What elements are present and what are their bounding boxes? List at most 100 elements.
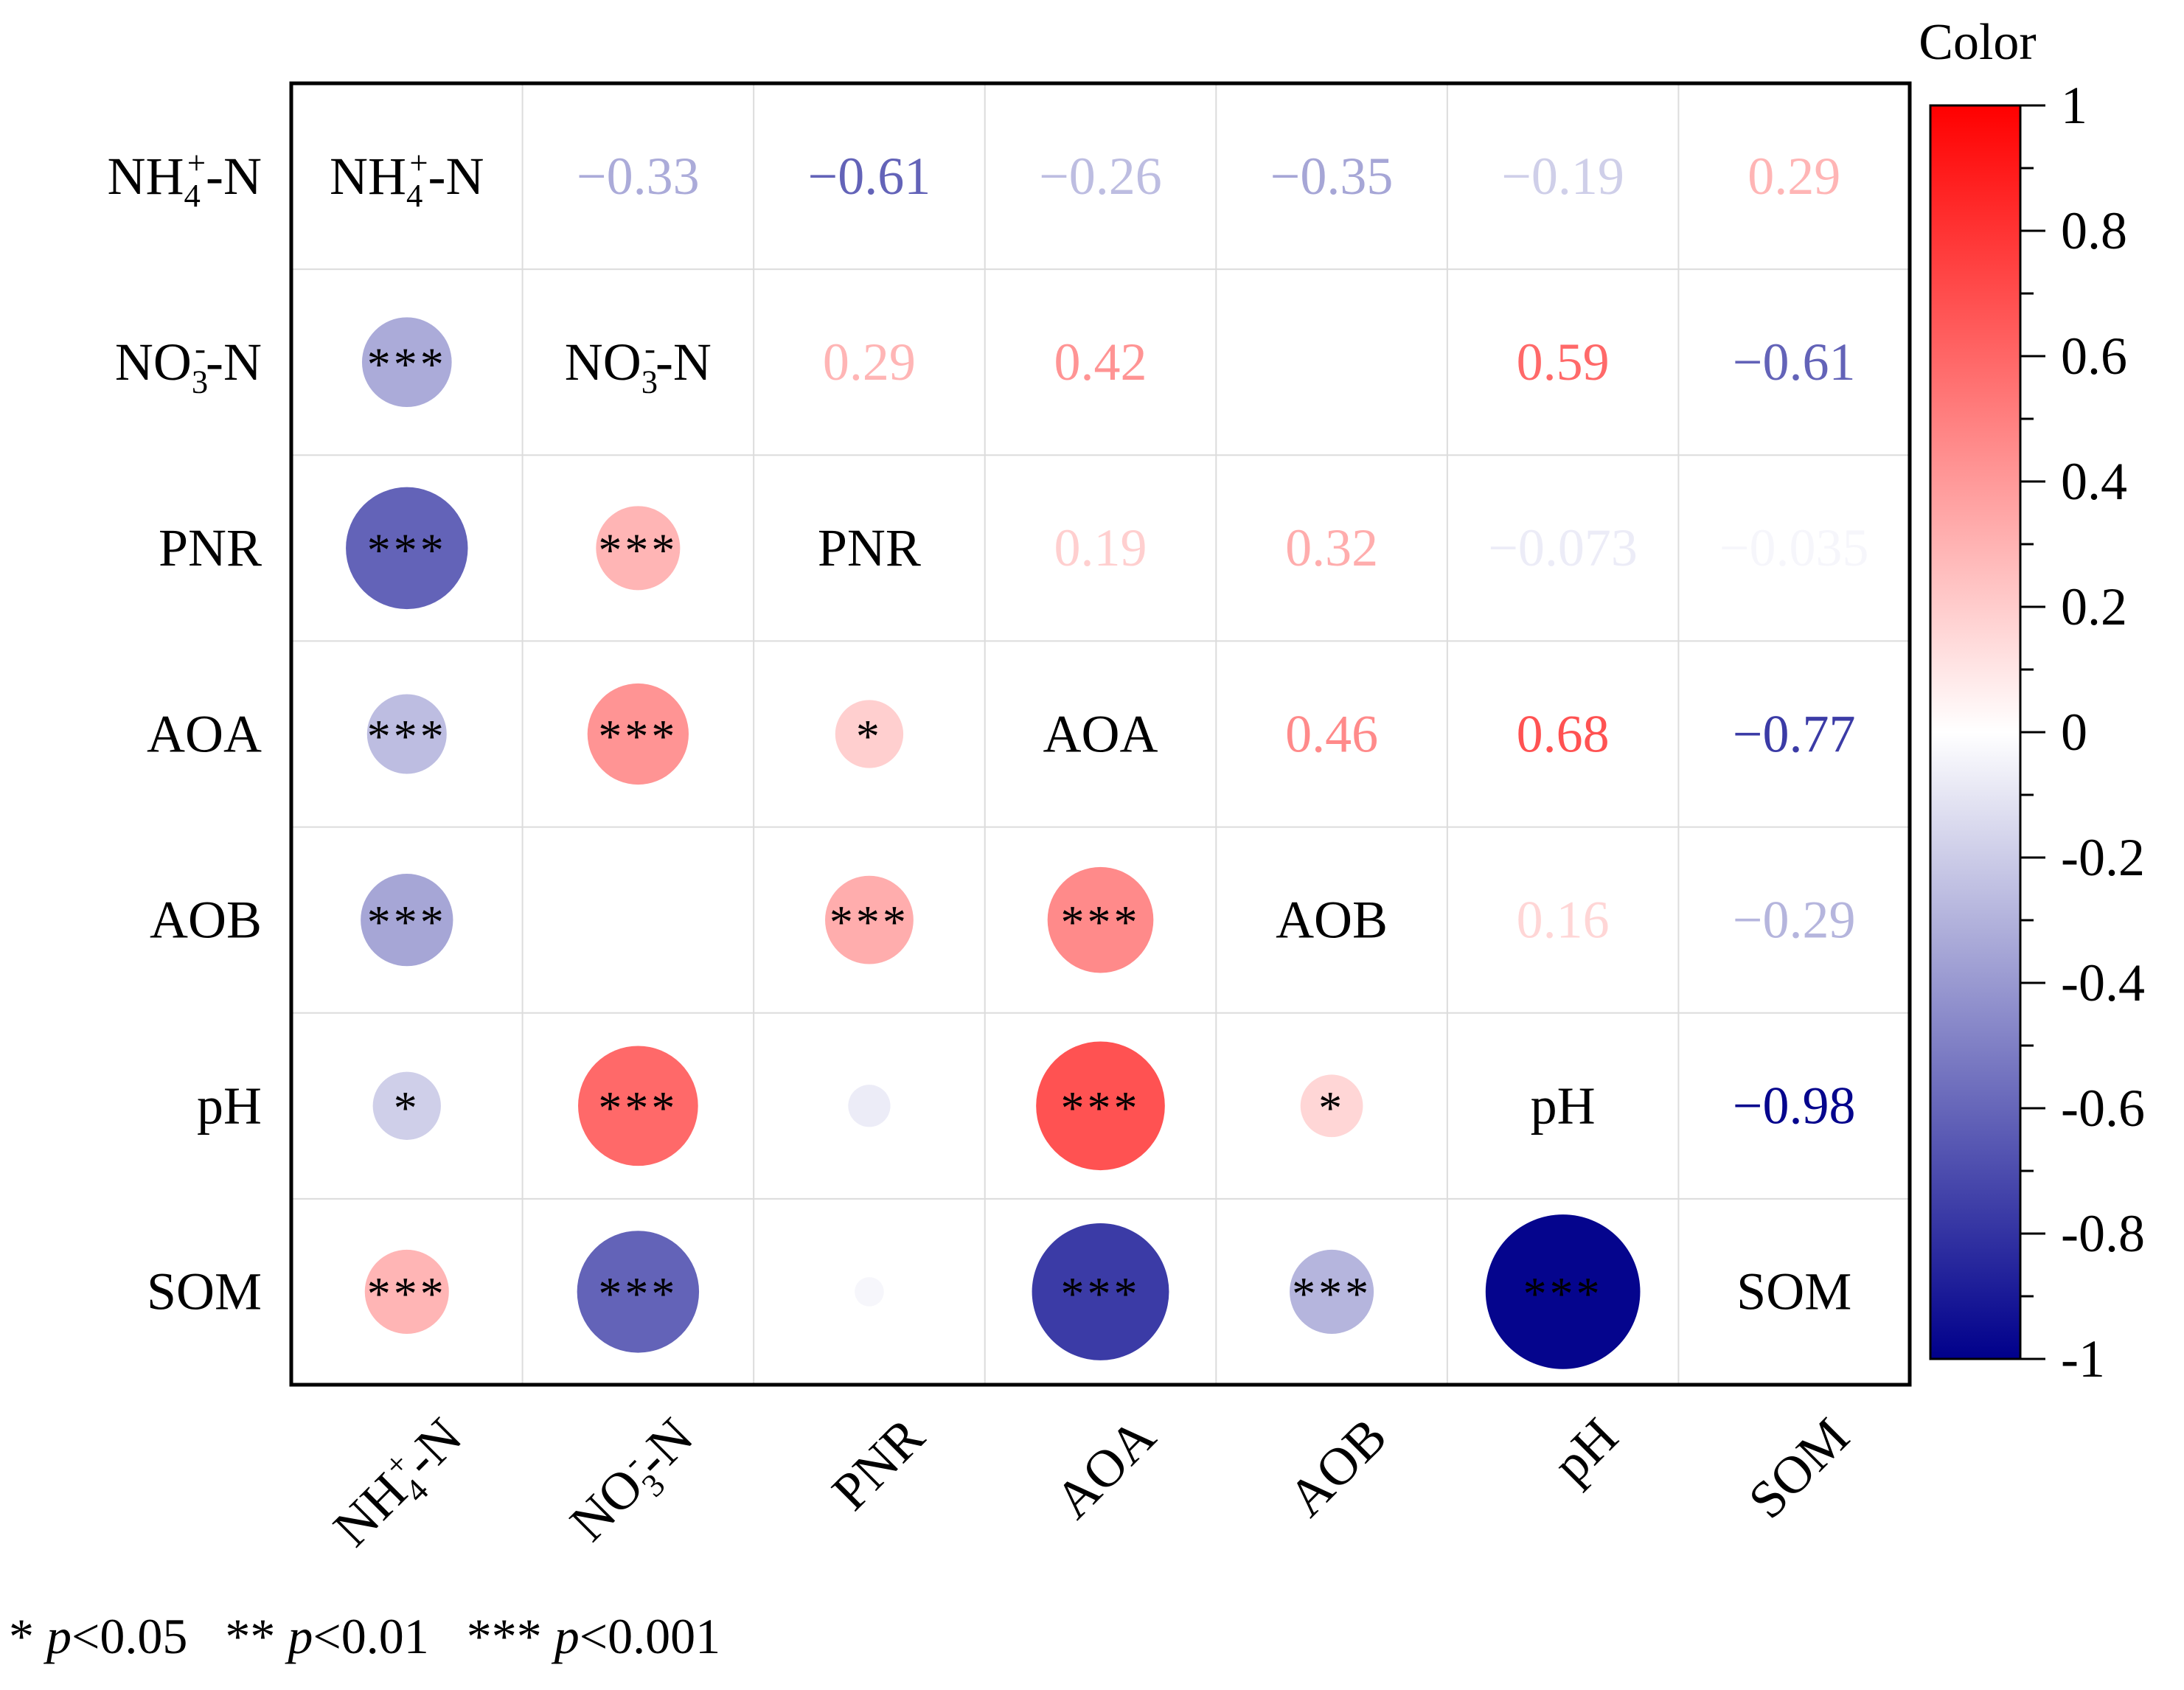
correlation-circle: [1300, 1074, 1363, 1138]
footnote-value-2: <0.01: [313, 1608, 429, 1664]
footnote-p-3: p: [554, 1608, 580, 1664]
correlation-circle: [1047, 866, 1154, 973]
colorbar-tick-label: 0: [2061, 703, 2087, 762]
correlation-circle: [364, 1249, 449, 1334]
diagonal-label-aob: AOB: [1276, 890, 1388, 949]
coefficient-label: 0.59: [1517, 333, 1610, 392]
correlation-circle: [848, 1085, 891, 1127]
correlation-circle: [577, 1231, 700, 1353]
colorbar-tick-label: -0.4: [2061, 953, 2145, 1012]
diagonal-label-no: NO3--N: [565, 330, 712, 400]
column-label-pnr: PNR: [821, 1407, 936, 1522]
coefficient-label: 0.68: [1517, 704, 1610, 763]
coefficient-label: 0.29: [823, 333, 916, 392]
coefficient-label: −0.19: [1501, 147, 1624, 206]
correlation-circle: [1036, 1041, 1165, 1171]
row-label-pnr: PNR: [159, 518, 262, 577]
coefficient-label: 0.32: [1285, 518, 1378, 577]
correlation-circle: [361, 317, 452, 408]
colorbar-tick-label: 0.8: [2061, 201, 2127, 260]
significance-stars: ***: [367, 338, 447, 391]
colorbar-tick-label: -0.2: [2061, 828, 2145, 887]
footnote-two-star: **: [225, 1608, 276, 1664]
coefficient-label: 0.19: [1054, 518, 1147, 577]
plot-frame: [289, 81, 1912, 1387]
row-label-ph: pH: [197, 1077, 262, 1136]
significance-stars: ***: [1523, 1268, 1603, 1320]
footnote-value-3: <0.001: [579, 1608, 721, 1664]
significance-stars: ***: [598, 1082, 678, 1134]
correlation-circle: [372, 1071, 441, 1140]
significance-stars: *: [856, 710, 883, 762]
row-label-no: NO3--N: [115, 330, 262, 400]
correlation-circle: [1032, 1223, 1169, 1360]
row-label-aob: AOB: [150, 890, 262, 949]
correlation-circle: [346, 487, 468, 610]
correlation-circle: [1485, 1214, 1641, 1369]
correlation-circle: [855, 1277, 884, 1307]
correlation-circle: [596, 506, 681, 591]
colorbar-tick-label: -0.6: [2061, 1079, 2145, 1138]
coefficient-label: 0.42: [1054, 333, 1147, 392]
coefficient-label: −0.29: [1733, 890, 1856, 949]
significance-stars: ***: [367, 896, 447, 948]
significance-stars: ***: [598, 710, 678, 762]
column-label-no: NO3--N: [557, 1405, 710, 1558]
footnote-p-2: p: [288, 1608, 313, 1664]
coefficient-label: −0.26: [1039, 147, 1162, 206]
row-label-nh: NH4+-N: [108, 144, 262, 214]
significance-stars: ***: [1292, 1268, 1371, 1320]
significance-stars: ***: [830, 896, 909, 948]
column-label-aoa: AOA: [1043, 1407, 1166, 1530]
diagonal-label-nh: NH4+-N: [330, 144, 484, 214]
colorbar-tick-label: -1: [2061, 1329, 2105, 1388]
significance-stars: *: [394, 1082, 420, 1134]
colorbar-tick-label: -0.8: [2061, 1204, 2145, 1263]
correlation-circle: [366, 694, 447, 774]
colorbar-title: Color: [1919, 14, 2036, 71]
coefficient-label: −0.61: [1733, 333, 1856, 392]
coefficient-label: −0.61: [808, 147, 931, 206]
grid-lines: [291, 83, 1910, 1385]
footnote-three-star: ***: [466, 1608, 542, 1664]
correlation-circle: [835, 700, 904, 768]
coefficient-label: −0.98: [1733, 1077, 1856, 1136]
coefficient-label: 0.16: [1517, 890, 1610, 949]
diagonal-label-som: SOM: [1736, 1262, 1851, 1321]
significance-stars: ***: [1061, 1268, 1141, 1320]
column-label-ph: pH: [1542, 1407, 1630, 1495]
coefficient-label: −0.035: [1719, 518, 1869, 577]
diagonal-label-aoa: AOA: [1043, 704, 1158, 763]
significance-stars: *: [1318, 1082, 1345, 1134]
significance-stars: ***: [598, 1268, 678, 1320]
correlation-circle: [1290, 1249, 1374, 1334]
significance-stars: ***: [1061, 896, 1141, 948]
coefficient-label: 0.29: [1747, 147, 1840, 206]
coefficient-label: −0.33: [577, 147, 700, 206]
diagonal-label-ph: pH: [1531, 1077, 1596, 1136]
significance-footnote: * p<0.05 ** p<0.01 *** p<0.001: [9, 1607, 720, 1666]
correlation-circle: [587, 683, 689, 785]
footnote-p-1: p: [46, 1608, 72, 1664]
significance-stars: ***: [367, 710, 447, 762]
correlation-circle: [825, 875, 914, 964]
row-label-aoa: AOA: [147, 704, 262, 763]
row-label-som: SOM: [147, 1262, 262, 1321]
coefficient-label: −0.77: [1733, 704, 1856, 763]
significance-stars: ***: [367, 1268, 447, 1320]
colorbar-tick-label: 0.4: [2061, 452, 2127, 511]
significance-stars: ***: [367, 524, 447, 577]
colorbar-tick-label: 0.6: [2061, 327, 2127, 386]
column-label-som: SOM: [1737, 1407, 1860, 1530]
correlation-circle: [578, 1046, 698, 1166]
colorbar-tick-label: 1: [2061, 76, 2087, 135]
coefficient-label: −0.35: [1270, 147, 1394, 206]
significance-stars: ***: [598, 524, 678, 577]
coefficient-label: 0.46: [1285, 704, 1378, 763]
column-label-aob: AOB: [1277, 1407, 1398, 1528]
colorbar-tick-label: 0.2: [2061, 577, 2127, 636]
diagonal-label-pnr: PNR: [818, 518, 921, 577]
footnote-value-1: <0.05: [72, 1608, 188, 1664]
correlation-circle: [361, 873, 453, 967]
